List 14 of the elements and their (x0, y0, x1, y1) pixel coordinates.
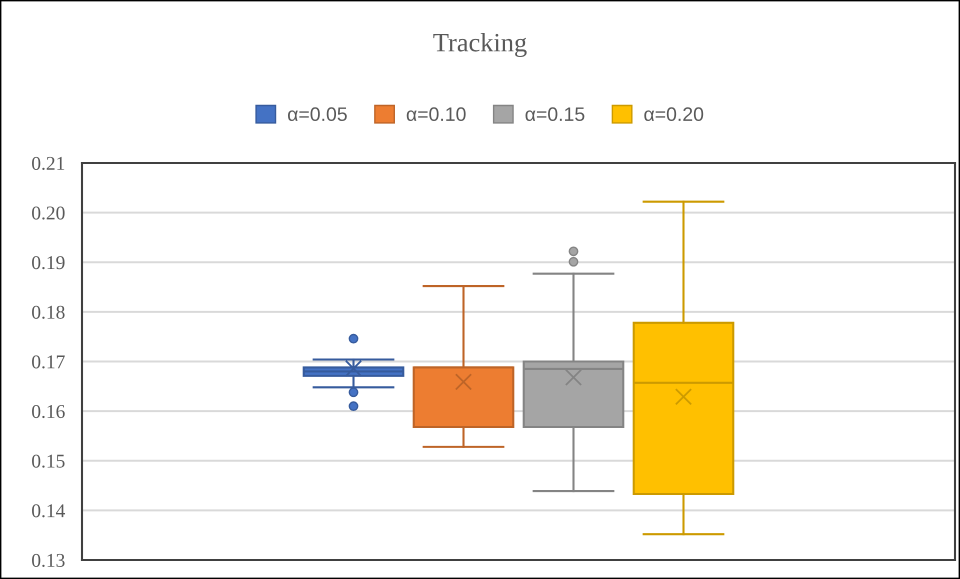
legend-label: α=0.15 (526, 107, 584, 122)
y-tick-label: 0.17 (32, 355, 65, 369)
legend-label: α=0.10 (406, 107, 466, 122)
y-tick-label: 0.20 (32, 206, 65, 220)
legend-label: α=0.05 (288, 107, 347, 122)
y-tick-label: 0.21 (32, 156, 64, 170)
y-tick-label: 0.15 (32, 454, 65, 468)
chart-title: Tracking (433, 32, 527, 58)
y-tick-label: 0.13 (32, 554, 65, 568)
y-tick-label: 0.16 (32, 404, 65, 418)
y-tick-label: 0.18 (32, 306, 65, 319)
y-tick-label: 0.14 (32, 504, 66, 518)
legend-label: α=0.20 (644, 107, 704, 122)
y-tick-label: 0.19 (32, 256, 65, 270)
